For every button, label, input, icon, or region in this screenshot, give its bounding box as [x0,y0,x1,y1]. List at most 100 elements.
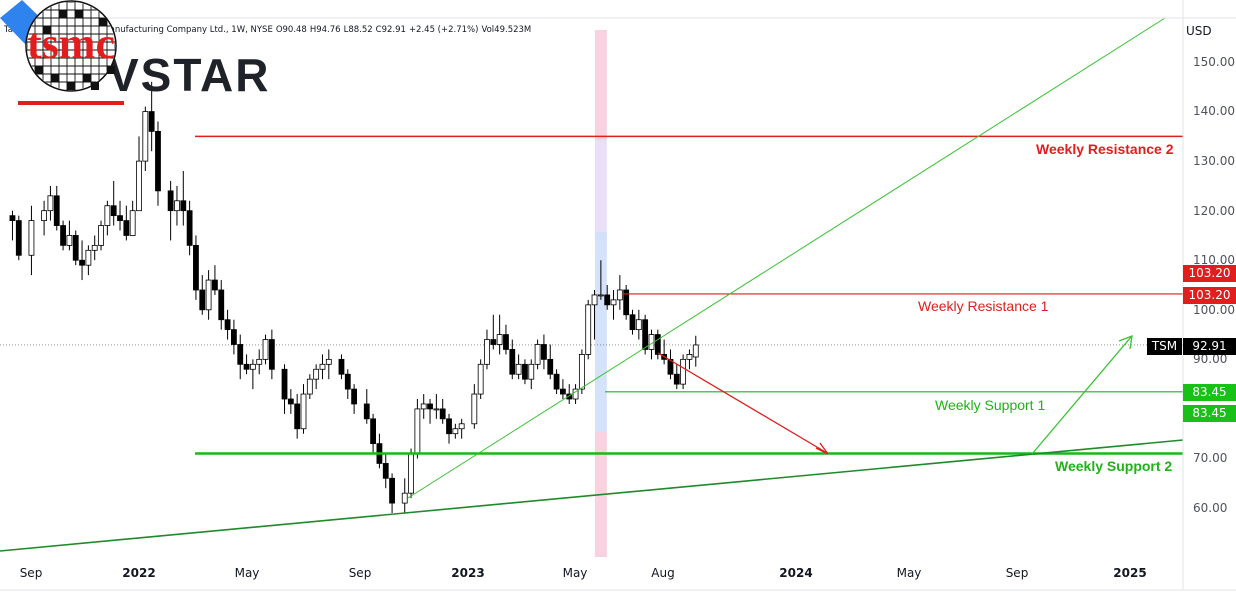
candle [47,195,54,212]
candle [629,314,636,331]
candle [547,358,554,375]
bearish-arrow [657,352,828,454]
candle [490,339,497,345]
candle [306,378,313,395]
highlight-band [594,140,607,240]
x-tick-label: May [896,566,922,580]
weekly-support-1-label: Weekly Support 1 [935,397,1046,413]
ohlc-change: +2.45 (+2.71%) [408,25,479,35]
symbol-tag: TSM [1147,338,1182,355]
candle [496,334,503,345]
candle [313,368,320,380]
candle [427,403,433,410]
rising-trendline [407,17,1166,499]
candle [129,210,136,236]
wafer-die [51,74,59,82]
candle [452,428,459,435]
candle [325,358,332,365]
candle [148,111,155,132]
candle [136,160,142,212]
candle [167,190,174,212]
volume: Vol49.523M [481,25,532,35]
x-tick-label: Sep [1005,566,1029,580]
candle [408,453,414,494]
candle [243,363,250,370]
wafer-die [99,18,107,26]
candle [458,423,465,430]
candle [123,220,130,236]
candle [635,319,642,331]
x-tick-label: Aug [651,566,675,580]
candle [212,279,218,291]
candle [477,363,484,395]
candle [85,249,92,266]
ohlc-high: H94.76 [309,25,341,35]
long-term-trendline [0,439,1184,552]
candle [654,334,661,355]
candle [673,373,680,385]
candle [686,354,693,360]
y-tick-label: 150.00 [1193,55,1235,69]
candle [667,358,674,375]
candle [53,195,60,226]
candle [509,349,516,375]
candle [585,304,592,355]
candle [98,225,104,246]
candle [534,344,541,365]
candle [262,339,269,360]
candle [91,244,98,251]
candle [60,225,66,246]
candle [515,363,522,375]
x-tick-label: 2023 [451,566,485,580]
candle [186,210,193,246]
candle [79,259,85,266]
bullish-arrowhead-icon [1118,334,1133,350]
candle [610,299,617,306]
wafer-die [35,66,43,74]
bullish-arrow [1031,336,1132,455]
candle [503,334,509,350]
candle [110,205,117,217]
candle [287,398,294,405]
support-price-tag: 83.45 [1183,384,1236,401]
weekly-resistance-1-label: Weekly Resistance 1 [918,298,1049,314]
weekly-support-2-label: Weekly Support 2 [1055,458,1173,474]
candle [117,215,123,221]
y-tick-label: 110.00 [1193,253,1235,267]
candle [41,210,47,221]
last-price-tag: 92.91 [1183,338,1236,355]
candle [471,393,478,425]
candle [420,403,427,410]
resistance-price-tag: 103.20 [1183,287,1236,304]
candle [218,289,225,321]
wafer-die [43,26,51,34]
candle [642,319,649,350]
candle [180,200,187,212]
candle [541,344,547,360]
x-tick-label: 2024 [779,566,813,580]
tsmc-logo-text: tsmc [27,19,115,68]
highlight-band [594,30,607,140]
tsmc-logo-icon: tsmc [18,0,124,105]
weekly-resistance-2-label: Weekly Resistance 2 [1036,141,1174,157]
x-tick-label: May [234,566,260,580]
y-tick-label: 120.00 [1193,204,1235,218]
candle [205,279,212,311]
candle [268,339,275,370]
candle [623,289,630,316]
currency-label[interactable]: USD [1186,24,1212,38]
y-tick-label: 70.00 [1193,451,1228,465]
candle [446,418,452,435]
y-tick-label: 100.00 [1193,303,1235,317]
candle [193,244,199,291]
candle [572,388,579,400]
candle [591,294,598,306]
candle [414,408,421,454]
candle [9,215,16,221]
vstar-logo-text: VSTAR [108,49,271,101]
candle [433,408,440,411]
candle [174,200,180,212]
candle [249,363,256,370]
candle [522,363,528,380]
